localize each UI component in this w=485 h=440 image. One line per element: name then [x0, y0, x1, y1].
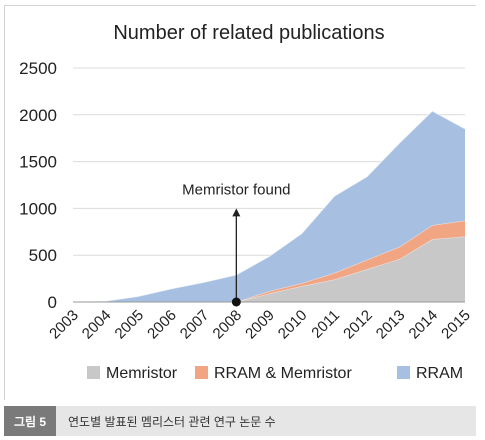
legend-swatch [397, 366, 410, 379]
area-chart: 0500100015002000250020032004200520062007… [5, 6, 477, 401]
area-series-1 [73, 220, 465, 302]
y-tick-label: 2500 [19, 59, 57, 78]
caption-label: 그림 5 [4, 406, 56, 436]
y-tick-label: 1000 [19, 199, 57, 218]
legend-label: RRAM [416, 365, 463, 382]
legend-swatch [195, 366, 208, 379]
annotation-arrowhead [232, 208, 241, 217]
annotation-label: Memristor found [182, 181, 290, 198]
legend-swatch [87, 366, 100, 379]
figure-frame: 0 500 1000 1500 2000 2500 2003 2004 2005 2006 2007… [4, 5, 477, 401]
area-series-2 [73, 111, 465, 302]
legend-label: RRAM & Memristor [214, 365, 352, 382]
annotation-layer: Memristor found [182, 181, 291, 307]
area-edge-2 [72, 110, 466, 303]
annotation-point [231, 297, 241, 307]
caption-text: 연도별 발표된 멤리스터 관련 연구 논문 수 [68, 414, 276, 429]
y-tick-label: 0 [48, 293, 57, 312]
chart-title: Number of related publications [113, 22, 384, 44]
legend-label: Memristor [106, 365, 178, 382]
y-tick-label: 500 [29, 246, 57, 265]
y-tick-label: 1500 [19, 153, 57, 172]
area-series-0 [73, 236, 465, 302]
figure-caption: 그림 5 연도별 발표된 멤리스터 관련 연구 논문 수 [4, 406, 476, 436]
y-tick-label: 2000 [19, 106, 57, 125]
legend: Memristor RRAM & Memristor RRAM [87, 365, 463, 382]
area-layer [72, 110, 466, 303]
